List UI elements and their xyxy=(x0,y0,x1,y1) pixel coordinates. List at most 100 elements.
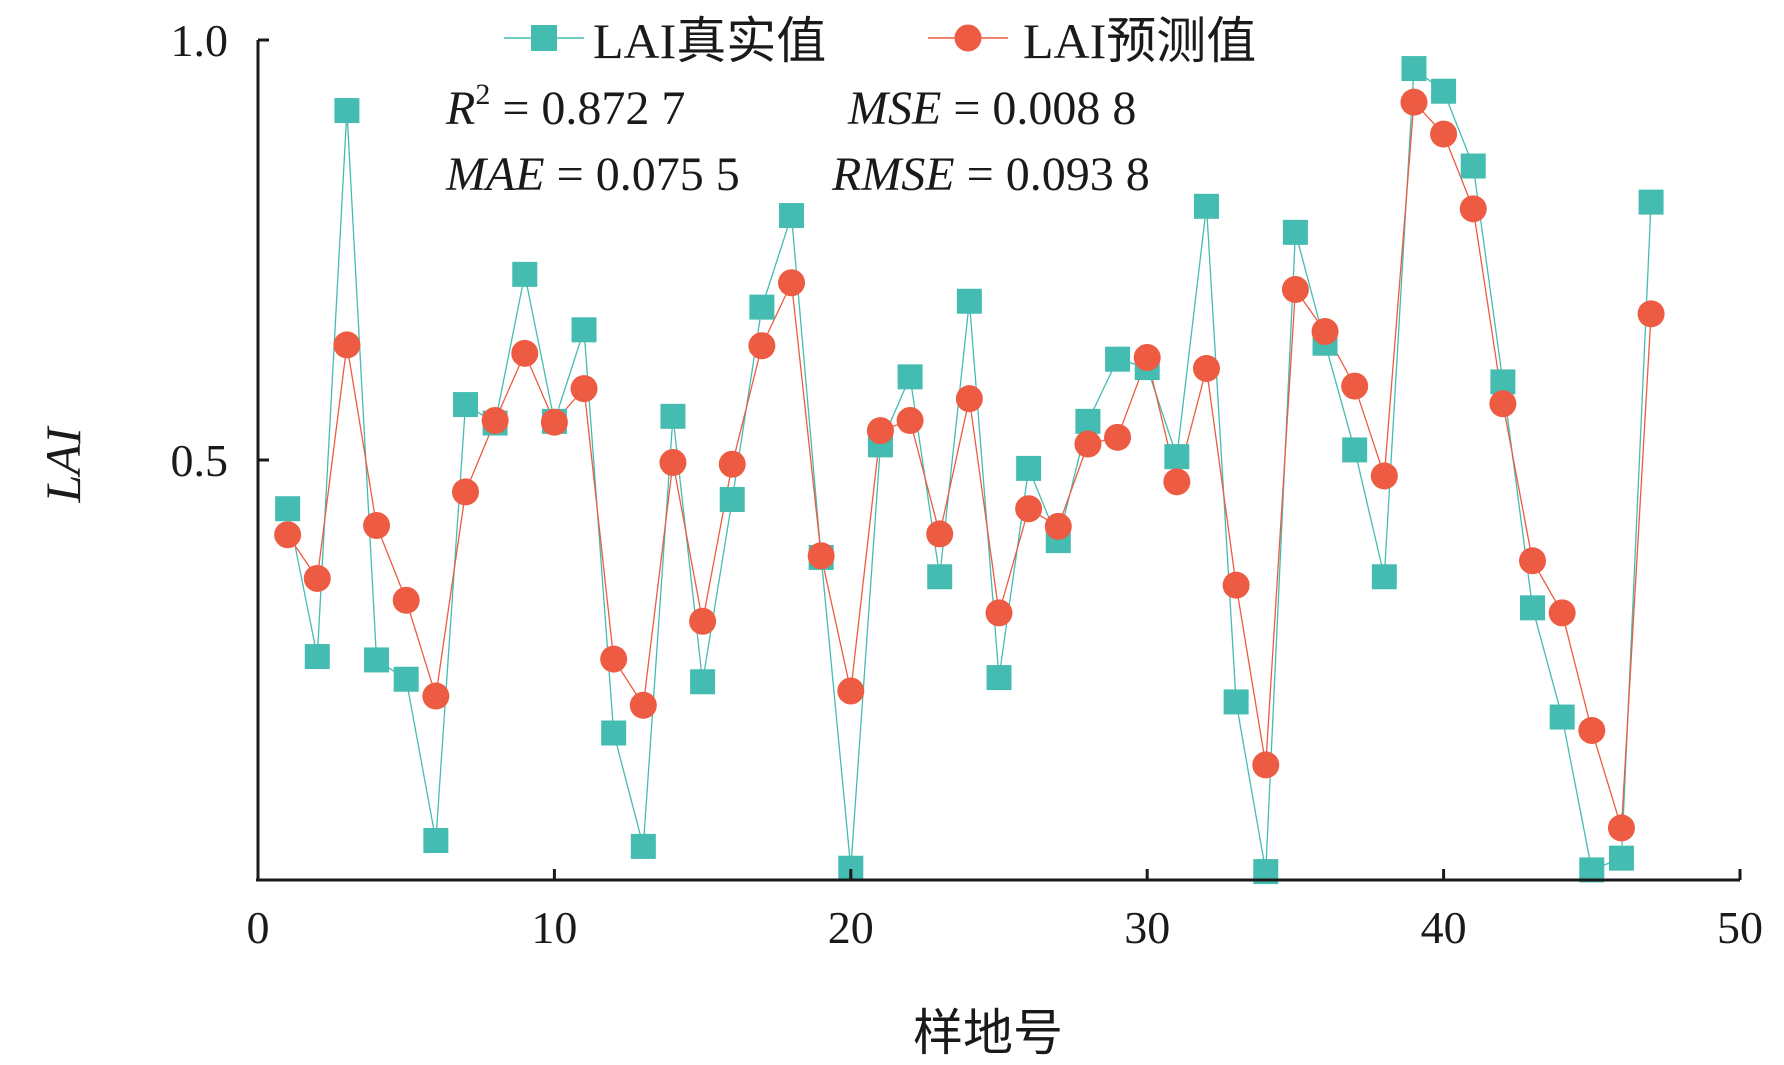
true-value-point xyxy=(1638,189,1664,215)
stats-annotation: R2 = 0.872 7 MSE = 0.008 8 MAE = 0.075 5 RM… xyxy=(445,78,1150,201)
predicted-value-point xyxy=(778,269,806,297)
y-axis-title: LAI xyxy=(35,425,91,503)
predicted-value-point xyxy=(659,449,687,477)
true-value-point xyxy=(423,828,449,854)
mae-label: MAE xyxy=(445,148,545,201)
predicted-value-point xyxy=(1489,390,1517,418)
legend-square-icon xyxy=(531,25,557,51)
true-value-point xyxy=(986,665,1012,691)
series-layer xyxy=(274,56,1665,885)
predicted-value-point xyxy=(1281,275,1309,303)
true-value-point xyxy=(1549,704,1575,730)
predicted-value-point xyxy=(1133,344,1161,372)
true-value-point xyxy=(1282,219,1308,245)
predicted-value-point xyxy=(629,691,657,719)
true-value-point xyxy=(1075,408,1101,434)
true-value-point xyxy=(512,261,538,287)
predicted-value-point xyxy=(1548,599,1576,627)
true-value-point xyxy=(1193,193,1219,219)
true-value-point xyxy=(1608,845,1634,871)
predicted-value-point xyxy=(837,677,865,705)
true-value-point xyxy=(1371,564,1397,590)
legend: LAI真实值 LAI预测值 xyxy=(504,13,1256,69)
true-value-point xyxy=(364,647,390,673)
mae-value: = 0.075 5 xyxy=(557,148,740,201)
predicted-value-point xyxy=(1044,512,1072,540)
predicted-value-point xyxy=(748,332,776,360)
predicted-value-point xyxy=(866,417,894,445)
r2-sup: 2 xyxy=(475,78,490,111)
predicted-value-point xyxy=(1222,571,1250,599)
true-value-point xyxy=(927,564,953,590)
predicted-value-point xyxy=(511,339,539,367)
predicted-value-point xyxy=(1015,495,1043,523)
x-tick-label: 50 xyxy=(1717,902,1763,953)
y-tick-label: 1.0 xyxy=(171,15,229,66)
predicted-value-point xyxy=(1607,814,1635,842)
x-axis-title: 样地号 xyxy=(913,1005,1063,1061)
predicted-value-point xyxy=(363,512,391,540)
predicted-value-point xyxy=(955,385,983,413)
true-value-point xyxy=(334,98,360,124)
true-value-point xyxy=(749,294,775,320)
true-value-point xyxy=(630,833,656,859)
rmse-value: = 0.093 8 xyxy=(967,148,1150,201)
x-tick-label: 10 xyxy=(531,902,577,953)
true-value-point xyxy=(1490,369,1516,395)
predicted-value-point xyxy=(303,564,331,592)
true-value-point xyxy=(1164,444,1190,470)
true-value-point xyxy=(1223,689,1249,715)
true-value-point xyxy=(660,403,686,429)
mse-label: MSE xyxy=(847,82,941,135)
predicted-value-point xyxy=(1192,354,1220,382)
true-value-point xyxy=(304,644,330,670)
true-value-point xyxy=(1016,455,1042,481)
predicted-value-point xyxy=(1370,462,1398,490)
predicted-value-point xyxy=(1341,372,1369,400)
true-value-point xyxy=(1342,437,1368,463)
y-tick-label: 0.5 xyxy=(171,435,229,486)
true-value-point xyxy=(1460,153,1486,179)
stat-r2: R2 = 0.872 7 xyxy=(445,78,685,135)
true-value-point xyxy=(690,669,716,695)
predicted-value-point xyxy=(600,645,628,673)
x-tick-label: 40 xyxy=(1421,902,1467,953)
true-value-point xyxy=(452,392,478,418)
true-value-point xyxy=(779,203,805,229)
predicted-value-point xyxy=(570,375,598,403)
predicted-value-point xyxy=(1163,468,1191,496)
series-line-circle xyxy=(287,100,1652,829)
true-value-point xyxy=(1520,595,1546,621)
predicted-value-point xyxy=(1400,88,1428,116)
stat-mse: MSE = 0.008 8 xyxy=(847,82,1136,135)
predicted-value-point xyxy=(540,408,568,436)
predicted-value-point xyxy=(807,542,835,570)
true-value-point xyxy=(1579,857,1605,883)
predicted-value-point xyxy=(392,586,420,614)
x-tick-label: 20 xyxy=(828,902,874,953)
predicted-value-point xyxy=(926,520,954,548)
true-value-point xyxy=(956,288,982,314)
predicted-value-point xyxy=(1430,120,1458,148)
predicted-value-point xyxy=(1104,423,1132,451)
predicted-value-point xyxy=(481,407,509,435)
x-tick-label: 30 xyxy=(1124,902,1170,953)
stat-mae: MAE = 0.075 5 xyxy=(445,148,740,201)
true-value-point xyxy=(1105,346,1131,372)
rmse-label: RMSE xyxy=(831,148,955,201)
stat-rmse: RMSE = 0.093 8 xyxy=(831,148,1150,201)
true-value-point xyxy=(719,486,745,512)
predicted-value-point xyxy=(718,450,746,478)
predicted-value-point xyxy=(985,599,1013,627)
predicted-value-point xyxy=(1519,547,1547,575)
true-value-point xyxy=(571,317,597,343)
mse-value: = 0.008 8 xyxy=(953,82,1136,135)
predicted-value-point xyxy=(451,478,479,506)
predicted-value-point xyxy=(1074,430,1102,458)
true-value-point xyxy=(1401,56,1427,82)
true-value-point xyxy=(275,496,301,522)
predicted-value-point xyxy=(1252,751,1280,779)
r2-label: R xyxy=(445,82,475,135)
predicted-value-point xyxy=(333,331,361,359)
